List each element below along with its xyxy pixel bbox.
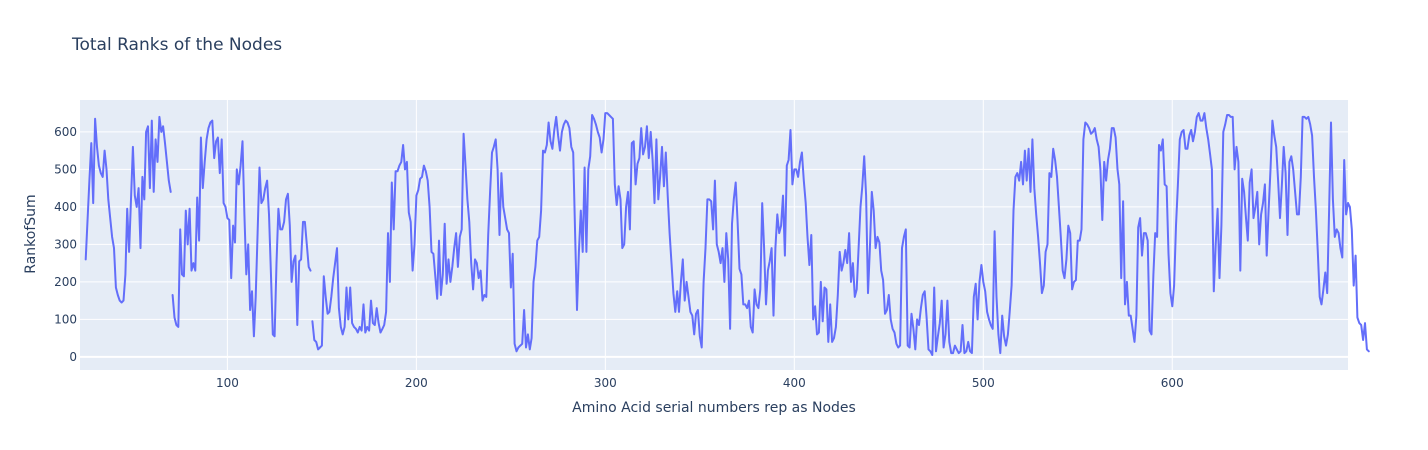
y-tick-label: 600: [54, 125, 77, 139]
series-line: [84, 115, 172, 304]
series-line: [171, 119, 312, 338]
y-tick-label: 500: [54, 162, 77, 176]
x-tick-label: 200: [405, 376, 428, 390]
y-tick-label: 300: [54, 237, 77, 251]
x-tick-label: 500: [972, 376, 995, 390]
y-tick-labels: 0 100 200 300 400 500 600: [54, 125, 77, 364]
series-line: [1347, 202, 1370, 353]
x-gridlines: [226, 100, 1173, 370]
chart-title: Total Ranks of the Nodes: [71, 35, 282, 55]
y-axis-label: RankofSum: [23, 194, 39, 273]
x-tick-label: 100: [216, 376, 239, 390]
x-axis-label: Amino Acid serial numbers rep as Nodes: [572, 400, 856, 416]
y-tick-label: 400: [54, 200, 77, 214]
x-tick-label: 300: [594, 376, 617, 390]
x-tick-labels: 100 200 300 400 500 600: [216, 376, 1184, 390]
x-tick-label: 600: [1161, 376, 1184, 390]
x-tick-label: 400: [783, 376, 806, 390]
series-line: [311, 112, 1349, 356]
data-series: [84, 112, 1370, 356]
y-tick-label: 100: [54, 312, 77, 326]
y-tick-label: 0: [69, 350, 77, 364]
y-tick-label: 200: [54, 275, 77, 289]
